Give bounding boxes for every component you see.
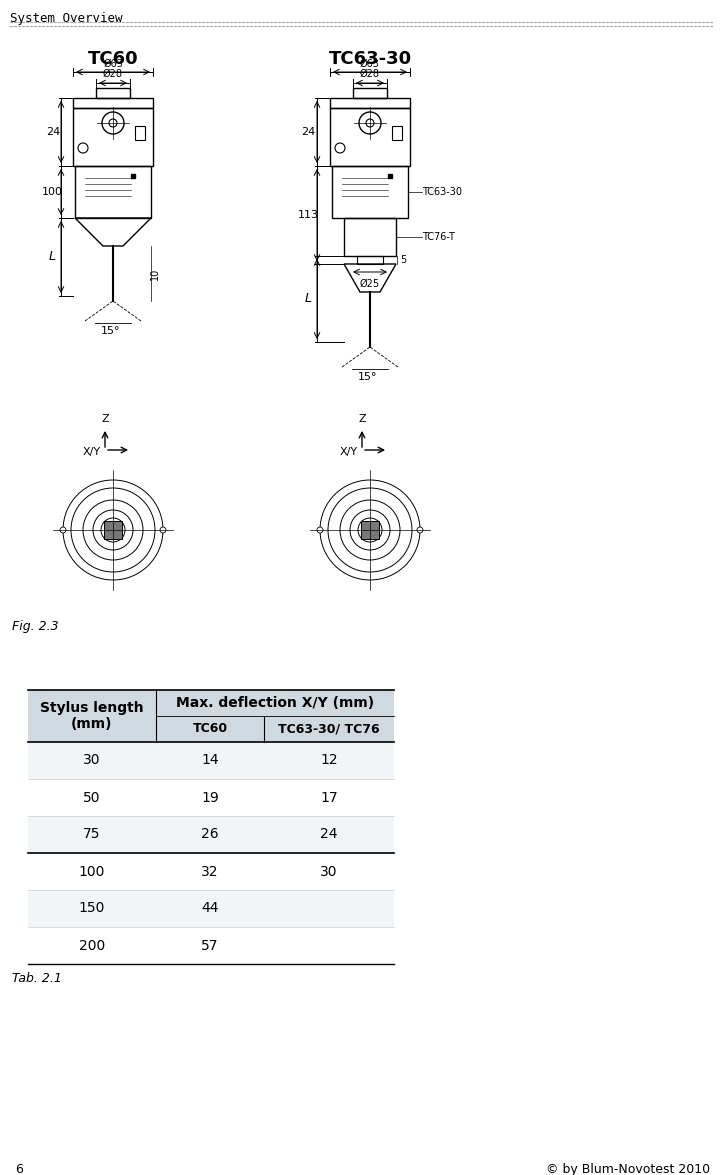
Text: 14: 14 bbox=[201, 753, 219, 767]
Text: TC63-30/ TC76: TC63-30/ TC76 bbox=[278, 723, 380, 736]
Text: Ø28: Ø28 bbox=[360, 69, 380, 79]
Bar bbox=[28, 889, 394, 927]
Text: 113: 113 bbox=[297, 210, 319, 220]
Text: 30: 30 bbox=[83, 753, 100, 767]
Text: 100: 100 bbox=[79, 865, 105, 879]
Text: 15°: 15° bbox=[101, 325, 121, 336]
Text: TC63-30: TC63-30 bbox=[328, 51, 411, 68]
Text: 24: 24 bbox=[46, 127, 60, 137]
Bar bbox=[353, 88, 387, 98]
Circle shape bbox=[317, 528, 323, 533]
Text: 15°: 15° bbox=[359, 372, 377, 382]
Bar bbox=[332, 166, 408, 219]
Text: 24: 24 bbox=[320, 827, 338, 841]
Circle shape bbox=[160, 528, 166, 533]
Bar bbox=[75, 166, 151, 219]
Bar bbox=[344, 219, 396, 256]
Text: Fig. 2.3: Fig. 2.3 bbox=[12, 620, 59, 633]
Bar bbox=[73, 108, 153, 166]
Circle shape bbox=[60, 528, 66, 533]
Text: 26: 26 bbox=[201, 827, 219, 841]
Text: L: L bbox=[48, 250, 56, 263]
Bar bbox=[28, 690, 394, 741]
Bar bbox=[357, 256, 383, 264]
Text: X/Y: X/Y bbox=[83, 446, 101, 457]
Text: Z: Z bbox=[101, 414, 109, 424]
Text: 100: 100 bbox=[41, 187, 62, 197]
Text: TC60: TC60 bbox=[87, 51, 138, 68]
Text: Z: Z bbox=[358, 414, 366, 424]
Text: X/Y: X/Y bbox=[340, 446, 358, 457]
Bar bbox=[135, 126, 145, 140]
Text: System Overview: System Overview bbox=[10, 12, 122, 25]
Text: 10: 10 bbox=[150, 268, 160, 280]
Bar bbox=[28, 815, 394, 853]
Text: 19: 19 bbox=[201, 791, 219, 805]
Text: L: L bbox=[304, 293, 312, 306]
Bar bbox=[96, 88, 130, 98]
Text: 200: 200 bbox=[79, 939, 105, 953]
Text: © by Blum-Novotest 2010: © by Blum-Novotest 2010 bbox=[546, 1163, 710, 1175]
Text: 6: 6 bbox=[15, 1163, 23, 1175]
Bar bbox=[330, 108, 410, 166]
Text: Ø28: Ø28 bbox=[103, 69, 123, 79]
Text: 30: 30 bbox=[320, 865, 338, 879]
Bar bbox=[28, 779, 394, 815]
Bar bbox=[73, 98, 153, 108]
Text: 75: 75 bbox=[83, 827, 100, 841]
Circle shape bbox=[417, 528, 423, 533]
Text: 44: 44 bbox=[201, 901, 219, 915]
Text: 150: 150 bbox=[79, 901, 105, 915]
Text: Ø63: Ø63 bbox=[360, 59, 380, 69]
Text: 5: 5 bbox=[400, 255, 406, 266]
Text: TC60: TC60 bbox=[192, 723, 228, 736]
Text: 57: 57 bbox=[201, 939, 219, 953]
Bar bbox=[392, 126, 402, 140]
Text: Max. deflection X/Y (mm): Max. deflection X/Y (mm) bbox=[176, 696, 374, 710]
Text: Ø63: Ø63 bbox=[103, 59, 123, 69]
Text: Tab. 2.1: Tab. 2.1 bbox=[12, 972, 62, 985]
Text: Stylus length
(mm): Stylus length (mm) bbox=[40, 701, 144, 731]
Bar bbox=[330, 98, 410, 108]
Text: 17: 17 bbox=[320, 791, 338, 805]
Bar bbox=[361, 521, 379, 539]
Text: 32: 32 bbox=[201, 865, 219, 879]
Text: Ø25: Ø25 bbox=[360, 278, 380, 289]
Bar bbox=[104, 521, 122, 539]
Text: 50: 50 bbox=[83, 791, 100, 805]
Text: TC76-T: TC76-T bbox=[422, 231, 455, 242]
Bar bbox=[28, 853, 394, 889]
Text: 12: 12 bbox=[320, 753, 338, 767]
Text: 24: 24 bbox=[301, 127, 315, 137]
Text: TC63-30: TC63-30 bbox=[422, 187, 462, 197]
Bar bbox=[361, 521, 379, 539]
Bar bbox=[104, 521, 122, 539]
Bar bbox=[28, 741, 394, 779]
Bar bbox=[28, 927, 394, 964]
